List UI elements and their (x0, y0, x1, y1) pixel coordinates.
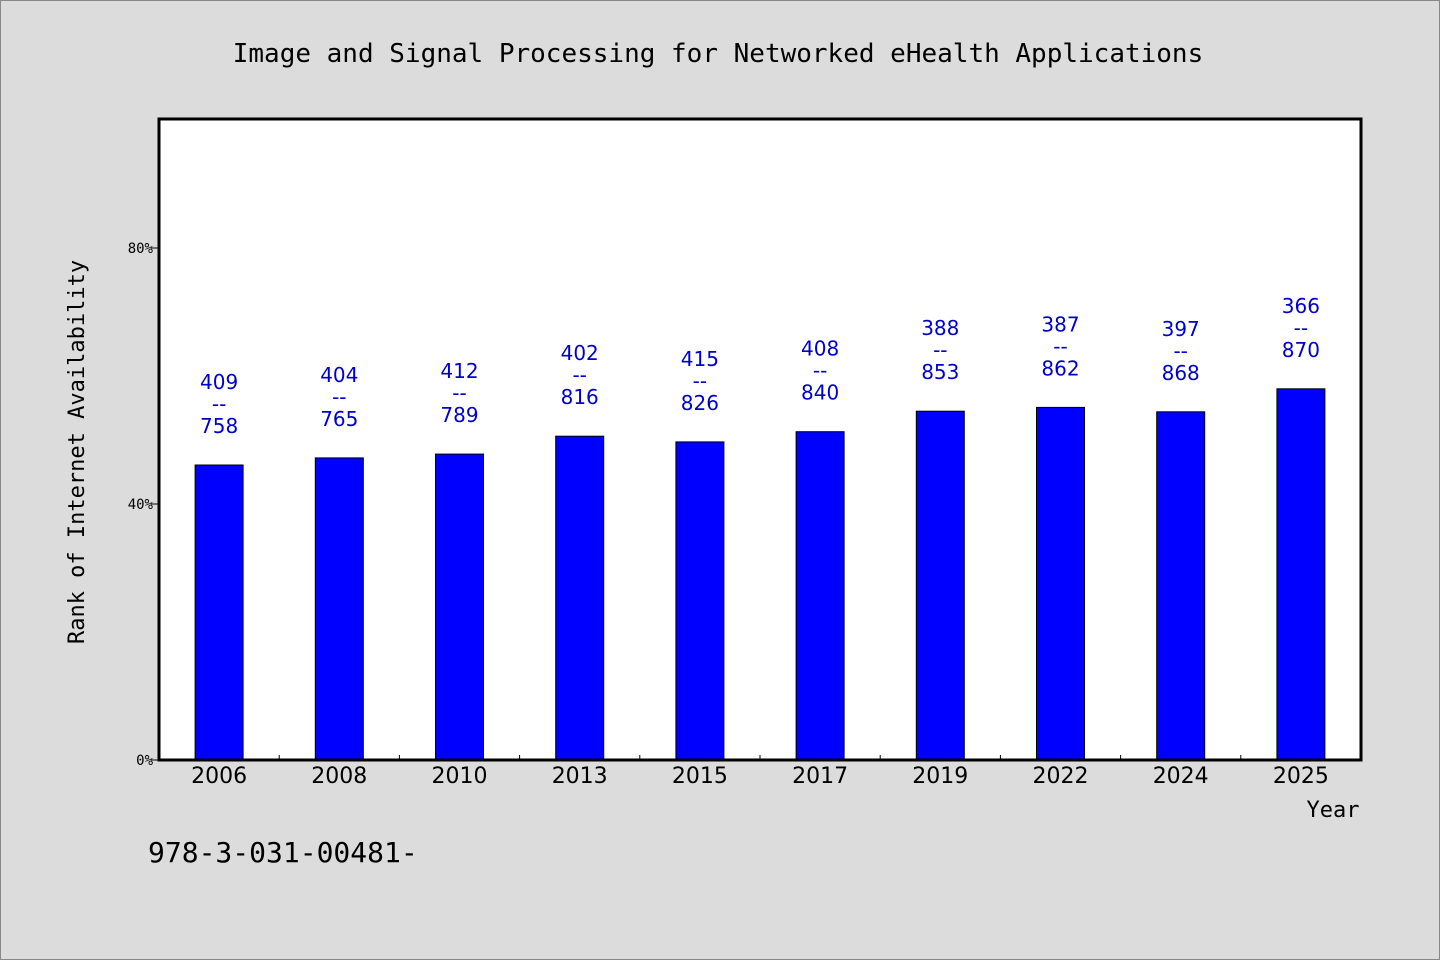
bar-label-top-2025: 366 (1282, 294, 1320, 318)
bar-label-bottom-2006: 758 (200, 414, 238, 438)
bar-label-top-2024: 397 (1162, 317, 1200, 341)
bar-label-dash-2013: -- (572, 363, 586, 387)
x-tick-label-2010: 2010 (432, 764, 488, 789)
bar-label-top-2019: 388 (921, 316, 959, 340)
bar-label-dash-2025: -- (1294, 316, 1308, 340)
bars-group (194, 388, 1326, 761)
x-tick-label-2008: 2008 (311, 764, 367, 789)
bar-label-top-2017: 408 (801, 337, 839, 361)
y-tick-label-0: 0% (136, 753, 153, 769)
bar-2024 (1156, 411, 1206, 761)
bar-2022 (1036, 406, 1085, 761)
y-tick-label-80: 80% (128, 241, 154, 257)
x-tick-label-2024: 2024 (1153, 764, 1209, 789)
bar-label-dash-2015: -- (693, 369, 707, 393)
bar-2019 (915, 410, 965, 761)
x-axis-label: Year (1307, 798, 1360, 823)
bar-label-bottom-2015: 826 (681, 391, 719, 415)
bar-label-dash-2008: -- (332, 385, 346, 409)
isbn-footer-text: 978-3-031-00481- (148, 836, 418, 869)
bar-labels-group: 409--758404--765412--789402--816415--826… (200, 294, 1320, 438)
bar-2006 (194, 464, 244, 761)
bar-label-dash-2019: -- (933, 338, 947, 362)
x-tick-label-2025: 2025 (1273, 764, 1329, 789)
bar-label-dash-2006: -- (212, 392, 226, 416)
bar-label-dash-2024: -- (1173, 339, 1187, 363)
bar-label-top-2006: 409 (200, 370, 238, 394)
bar-label-dash-2022: -- (1053, 334, 1067, 358)
bar-label-dash-2010: -- (452, 381, 466, 405)
x-tick-label-2015: 2015 (672, 764, 728, 789)
x-tick-label-2022: 2022 (1033, 764, 1089, 789)
bar-2017 (795, 431, 845, 761)
bar-label-bottom-2019: 853 (921, 360, 959, 384)
bar-label-bottom-2013: 816 (561, 385, 599, 409)
bar-label-bottom-2008: 765 (320, 407, 358, 431)
x-tick-label-2013: 2013 (552, 764, 608, 789)
bar-label-bottom-2024: 868 (1162, 361, 1200, 385)
y-tick-label-40: 40% (128, 497, 154, 513)
bar-2013 (555, 435, 605, 761)
chart-title: Image and Signal Processing for Networke… (233, 39, 1204, 69)
bar-label-bottom-2025: 870 (1282, 338, 1320, 362)
bar-label-dash-2017: -- (813, 359, 827, 383)
bar-label-top-2010: 412 (440, 359, 478, 383)
bar-label-bottom-2010: 789 (440, 403, 478, 427)
bar-label-top-2015: 415 (681, 347, 719, 371)
bar-2010 (435, 453, 484, 761)
y-axis-ticks: 0% 40% 80% (128, 241, 159, 769)
y-axis-label: Rank of Internet Availability (65, 260, 90, 644)
bar-label-bottom-2022: 862 (1041, 356, 1079, 380)
bar-label-bottom-2017: 840 (801, 381, 839, 405)
x-tick-label-2019: 2019 (912, 764, 968, 789)
x-tick-label-2017: 2017 (792, 764, 848, 789)
bar-label-top-2008: 404 (320, 363, 358, 387)
bar-2025 (1276, 388, 1326, 761)
x-tick-label-2006: 2006 (191, 764, 247, 789)
x-axis-ticks: 2006 2008 2010 2013 2015 2017 2019 2022 2024 2025 (191, 755, 1329, 789)
bar-2015 (675, 441, 725, 761)
bar-label-top-2022: 387 (1041, 312, 1079, 336)
bar-label-top-2013: 402 (561, 341, 599, 365)
bar-2008 (314, 457, 364, 761)
